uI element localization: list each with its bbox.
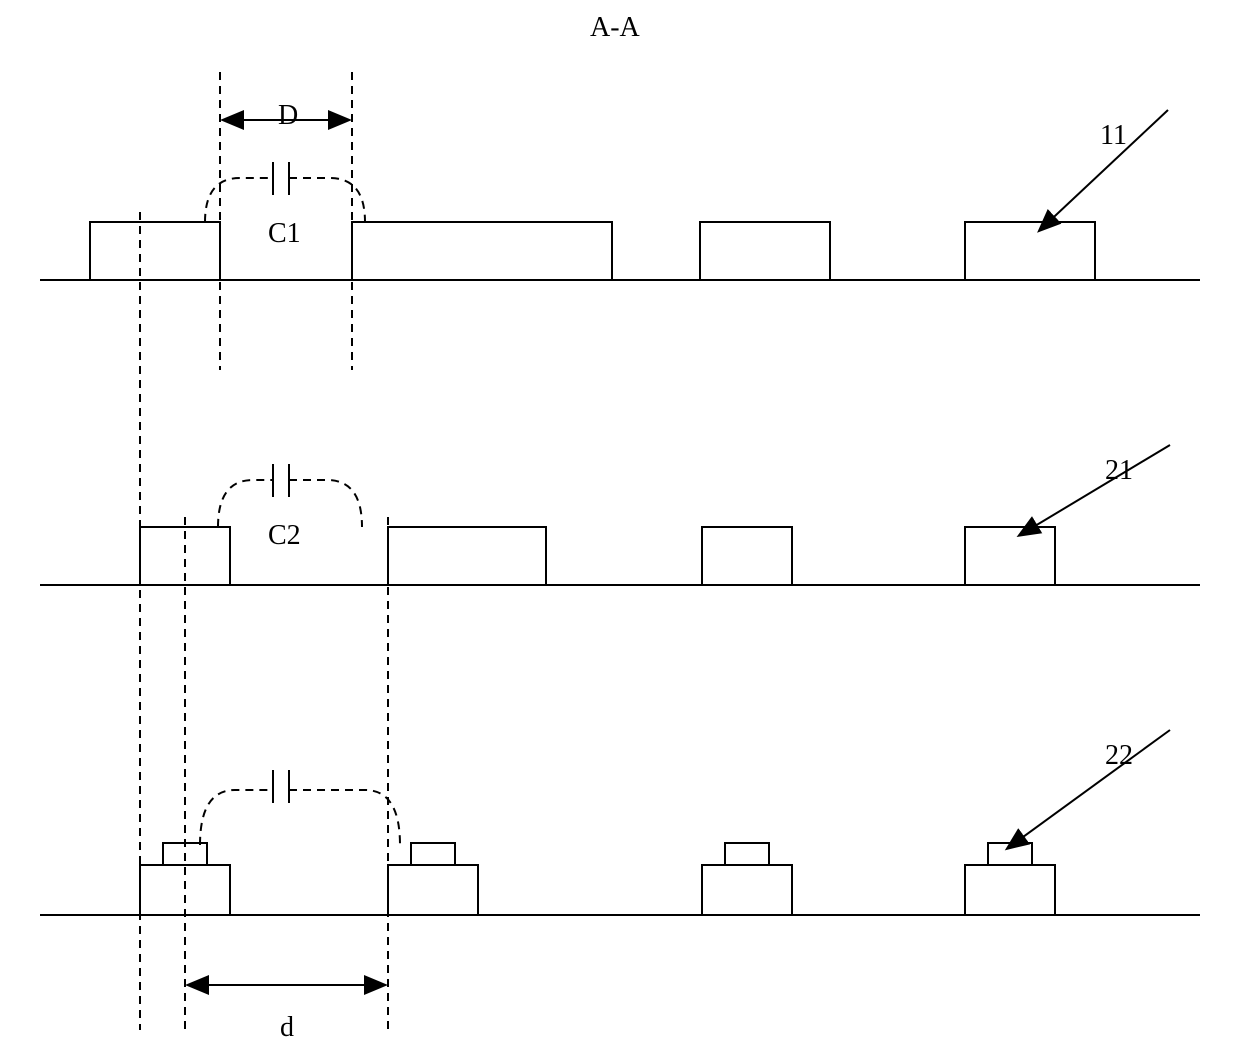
callout-22: 22 <box>1105 740 1133 772</box>
cap-label-c2: C2 <box>268 520 301 552</box>
diagram-canvas: A-A D d C1 C2 11 21 22 <box>0 0 1240 1057</box>
callout-21: 21 <box>1105 455 1133 487</box>
dim-d-label: d <box>280 1012 294 1044</box>
diagram-svg <box>0 0 1240 1057</box>
cap-label-c1: C1 <box>268 218 301 250</box>
dim-D-label: D <box>278 100 298 132</box>
callout-11: 11 <box>1100 120 1127 152</box>
